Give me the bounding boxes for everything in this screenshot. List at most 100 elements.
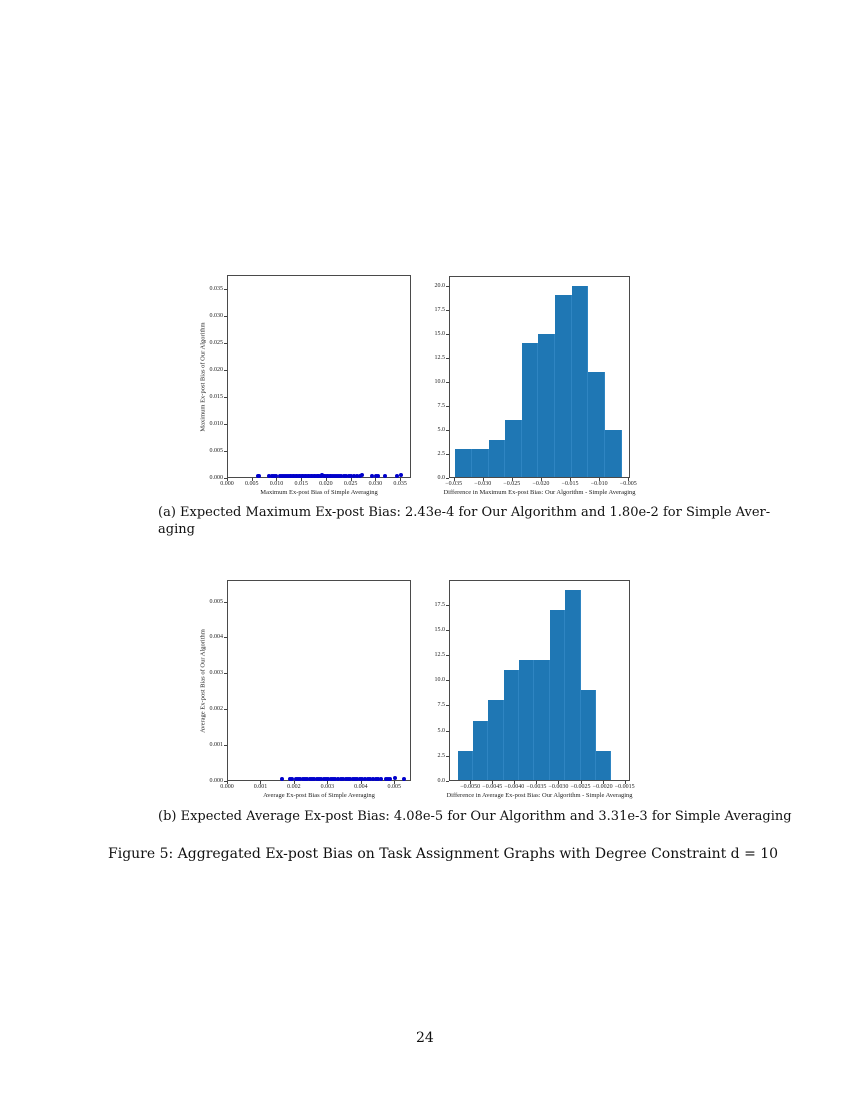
y-tick-label: 2.5 xyxy=(437,752,446,759)
x-tick-label: −0.025 xyxy=(503,481,521,487)
y-tick-mark xyxy=(224,451,227,452)
x-tick-label: 0.015 xyxy=(294,481,308,487)
x-tick-mark xyxy=(375,478,377,481)
scatter-point xyxy=(358,777,363,781)
x-tick-label: −0.0035 xyxy=(526,784,547,790)
x-tick-label: −0.030 xyxy=(474,481,492,487)
y-tick-mark xyxy=(224,316,227,318)
histogram-bar xyxy=(472,720,489,780)
x-tick-mark xyxy=(470,781,472,784)
subcaption-b: (b) Expected Average Ex-post Bias: 4.08e… xyxy=(158,809,792,824)
y-axis-label: Average Ex-post Bias of Our Algorithm xyxy=(199,628,207,733)
x-tick-label: −0.0040 xyxy=(504,784,525,790)
y-tick-mark xyxy=(446,655,449,657)
x-tick-mark xyxy=(453,478,455,481)
scatter-point xyxy=(257,474,262,478)
scatter-point xyxy=(321,777,326,781)
x-tick-label: −0.0045 xyxy=(482,784,503,790)
y-axis-label: Maximum Ex-post Bias of Our Algorithm xyxy=(199,321,207,432)
scatter-point xyxy=(290,777,295,781)
histogram-bar xyxy=(534,660,550,780)
x-tick-label: 0.002 xyxy=(287,784,301,790)
x-tick-label: 0.003 xyxy=(320,784,335,790)
x-tick-label: −0.020 xyxy=(532,481,550,487)
y-tick-label: 10.0 xyxy=(434,677,446,684)
scatter-point xyxy=(335,777,340,781)
x-tick-mark xyxy=(394,781,396,784)
y-tick-label: 0.015 xyxy=(209,394,224,401)
y-tick-mark xyxy=(224,673,227,675)
y-tick-label: 20.0 xyxy=(434,282,446,289)
scatter-point xyxy=(293,777,298,781)
scatter-point xyxy=(319,777,324,781)
x-axis-label: Difference in Average Ex-post Bias: Our … xyxy=(446,792,633,799)
y-tick-label: 0.0 xyxy=(437,778,446,784)
x-tick-label: −0.0050 xyxy=(460,784,481,790)
y-tick-label: 0.000 xyxy=(209,778,224,784)
histogram-bar xyxy=(521,343,539,477)
x-tick-label: 0.004 xyxy=(354,784,368,790)
x-tick-label: −0.005 xyxy=(619,481,637,487)
x-tick-mark xyxy=(400,478,402,481)
x-tick-mark xyxy=(580,781,582,784)
scatter-point xyxy=(360,473,365,478)
scatter-point xyxy=(280,777,285,781)
y-tick-mark xyxy=(446,405,449,407)
scatter-point xyxy=(349,474,354,478)
scatter-point xyxy=(269,474,274,478)
scatter-point xyxy=(333,777,338,781)
x-axis-label: Maximum Ex-post Bias of Simple Averaging xyxy=(260,489,378,496)
scatter-point xyxy=(392,776,397,781)
y-tick-mark xyxy=(446,357,449,359)
y-tick-label: 7.5 xyxy=(437,402,446,409)
y-tick-mark xyxy=(446,680,449,682)
histogram-bar xyxy=(504,420,522,477)
x-tick-mark xyxy=(511,478,513,481)
y-tick-mark xyxy=(446,309,449,311)
x-tick-label: −0.010 xyxy=(590,481,608,487)
y-tick-mark xyxy=(446,730,449,732)
subcaption-a: (a) Expected Maximum Ex-post Bias: 2.43e… xyxy=(158,504,770,538)
scatter-point xyxy=(354,474,359,478)
x-tick-mark xyxy=(482,478,484,481)
y-tick-label: 0.035 xyxy=(209,286,224,293)
x-tick-label: −0.0020 xyxy=(592,784,613,790)
y-tick-label: 12.5 xyxy=(434,354,446,361)
scatter-point xyxy=(370,474,375,478)
scatter-point xyxy=(346,474,351,478)
scatter-point xyxy=(338,777,343,781)
scatter-point xyxy=(399,472,404,477)
x-tick-mark xyxy=(227,781,228,784)
histogram-bar xyxy=(454,449,472,477)
scatter-point xyxy=(309,777,314,781)
scatter-point xyxy=(302,777,307,781)
y-tick-label: 12.5 xyxy=(434,652,446,659)
x-tick-mark xyxy=(570,478,572,481)
y-tick-mark xyxy=(224,637,227,639)
y-tick-label: 0.002 xyxy=(209,706,224,713)
x-tick-label: 0.020 xyxy=(319,481,333,487)
x-tick-mark xyxy=(325,478,327,481)
x-tick-mark xyxy=(227,478,228,481)
scatter-point xyxy=(376,777,381,781)
scatter-point xyxy=(350,776,355,781)
y-tick-mark xyxy=(446,604,449,606)
y-tick-label: 0.004 xyxy=(209,634,224,641)
y-tick-mark xyxy=(224,709,227,711)
scatter-point xyxy=(328,777,333,781)
x-tick-mark xyxy=(602,781,604,784)
scatter-point xyxy=(376,474,381,478)
y-tick-mark xyxy=(224,424,227,425)
y-tick-label: 10.0 xyxy=(434,378,446,385)
x-tick-mark xyxy=(624,781,626,784)
scatter-point xyxy=(348,777,353,781)
x-tick-mark xyxy=(536,781,538,784)
x-tick-mark xyxy=(251,478,253,481)
histogram-bar xyxy=(488,700,504,780)
x-tick-mark xyxy=(514,781,516,784)
x-tick-label: −0.035 xyxy=(445,481,463,487)
histogram-bar xyxy=(580,690,596,780)
x-axis-label: Average Ex-post Bias of Simple Averaging xyxy=(263,792,375,799)
plot-frame xyxy=(227,275,411,478)
scatter-point xyxy=(365,777,370,781)
